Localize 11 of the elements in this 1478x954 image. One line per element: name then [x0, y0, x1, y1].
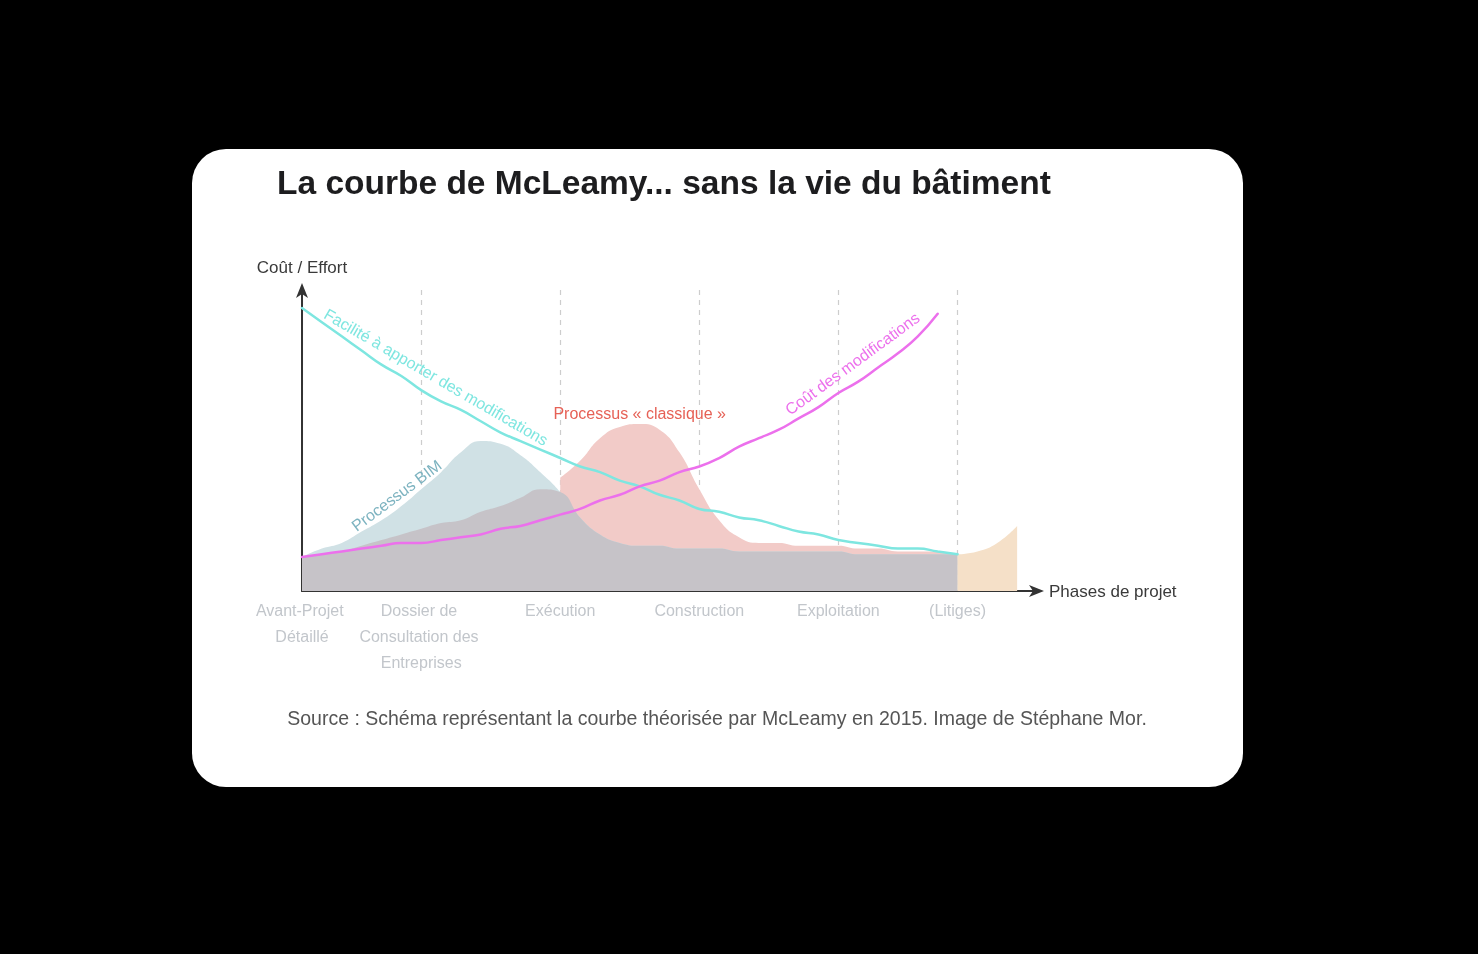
y-axis-title: Coût / Effort: [256, 258, 348, 277]
x-tick-label: Exploitation: [796, 601, 880, 619]
chart-title: La courbe de McLeamy... sans la vie du bâtiment: [277, 163, 1051, 203]
x-tick-label: Construction: [654, 601, 745, 619]
x-tick-label: Exécution: [525, 601, 596, 619]
x-axis-title: Phases de projet: [1049, 581, 1177, 601]
x-tick-label: (Litiges): [929, 601, 986, 619]
x-tick-label: Avant-Projet Détaillé: [255, 601, 349, 645]
source-note: Source : Schéma représentant la courbe théorisée par McLeamy en 2015. Image de Stéphane Mor.: [286, 706, 1148, 731]
series-label: Processus « classique »: [553, 404, 727, 422]
x-tick-label: Dossier de Consultation des Entreprises: [359, 601, 484, 671]
